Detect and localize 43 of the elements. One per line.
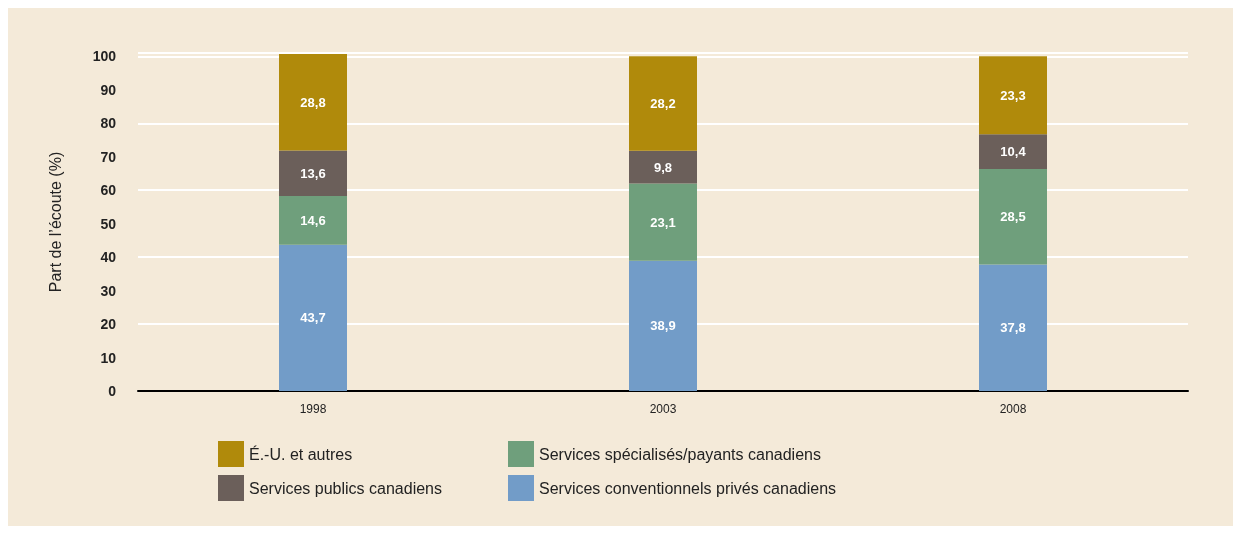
y-tick-label: 10 bbox=[100, 349, 117, 366]
bar bbox=[979, 134, 1047, 170]
data-label: 28,2 bbox=[650, 96, 676, 112]
y-tick-label: 90 bbox=[100, 81, 117, 98]
data-label: 37,8 bbox=[1000, 320, 1026, 336]
data-label: 13,6 bbox=[300, 165, 326, 181]
data-label: 28,8 bbox=[300, 94, 326, 110]
bar bbox=[279, 54, 347, 151]
y-axis-title: Part de l’écoute (%) bbox=[46, 151, 64, 293]
legend-label: Services publics canadiens bbox=[249, 479, 442, 497]
y-tick-label: 70 bbox=[100, 148, 117, 165]
data-label: 9,8 bbox=[653, 159, 673, 175]
y-tick-label: 100 bbox=[92, 48, 117, 65]
bar bbox=[979, 264, 1047, 391]
data-label: 23,3 bbox=[1000, 87, 1026, 103]
data-label: 14,6 bbox=[300, 212, 326, 228]
bar bbox=[979, 56, 1047, 135]
bar bbox=[629, 56, 697, 151]
y-tick-label: 50 bbox=[100, 215, 117, 232]
y-tick-label: 20 bbox=[100, 316, 117, 333]
x-tick-label: 2008 bbox=[999, 402, 1027, 416]
x-tick-label: 2003 bbox=[649, 402, 677, 416]
y-tick-label: 80 bbox=[100, 115, 117, 132]
data-label: 10,4 bbox=[1000, 144, 1027, 160]
legend-label: Services conventionnels privés canadiens bbox=[539, 479, 837, 497]
data-label: 28,5 bbox=[1000, 209, 1026, 225]
bar bbox=[979, 169, 1047, 265]
x-tick-label: 1998 bbox=[299, 402, 327, 416]
bar bbox=[279, 150, 347, 196]
legend-label: É.-U. et autres bbox=[249, 444, 353, 463]
bar bbox=[279, 195, 347, 245]
y-tick-label: 60 bbox=[100, 182, 117, 199]
data-label: 38,9 bbox=[650, 318, 676, 334]
bar bbox=[629, 150, 697, 184]
y-tick-label: 0 bbox=[108, 383, 117, 399]
bar bbox=[279, 244, 347, 391]
bar bbox=[629, 183, 697, 261]
y-tick-label: 40 bbox=[100, 249, 117, 266]
legend-label: Services spécialisés/payants canadiens bbox=[539, 445, 821, 463]
data-label: 43,7 bbox=[300, 310, 326, 326]
data-label: 23,1 bbox=[650, 214, 676, 230]
bar bbox=[629, 260, 697, 391]
y-tick-label: 30 bbox=[100, 282, 117, 299]
